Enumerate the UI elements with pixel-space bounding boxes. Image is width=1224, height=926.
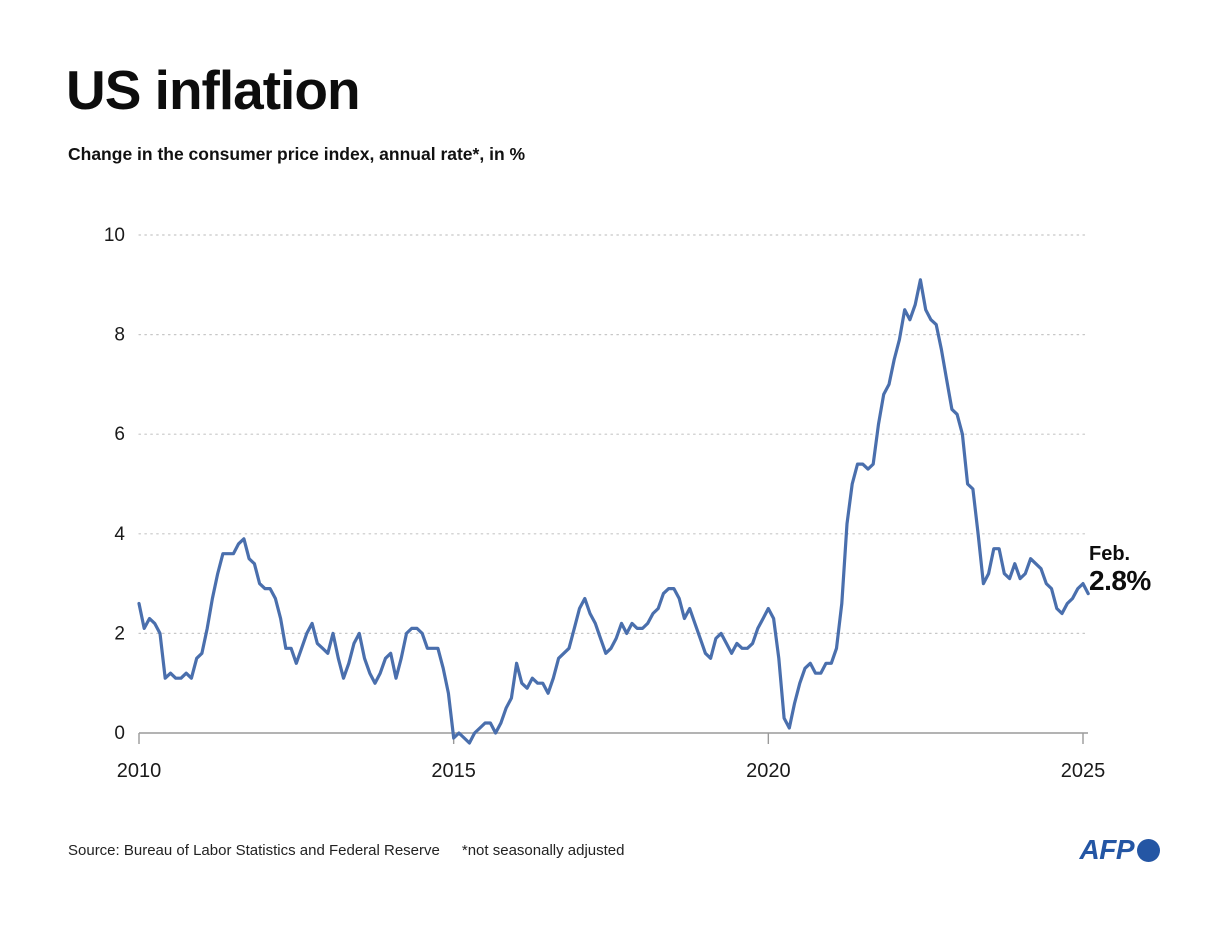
footnote-text: *not seasonally adjusted bbox=[461, 841, 625, 859]
cpi-line-series bbox=[137, 278, 1090, 745]
y-axis-tick-label: 0 bbox=[114, 723, 125, 744]
x-axis-tick-label: 2010 bbox=[117, 760, 162, 782]
y-axis-tick-label: 4 bbox=[114, 524, 125, 545]
annotation-period-label: Feb. bbox=[1089, 543, 1131, 565]
y-axis-tick-label: 2 bbox=[114, 623, 125, 644]
page-title: US inflation bbox=[66, 59, 361, 121]
x-axis-tick-label: 2025 bbox=[1061, 760, 1106, 782]
y-axis-tick-label: 10 bbox=[104, 225, 125, 246]
afp-logo-text: AFP bbox=[1079, 834, 1135, 865]
afp-logo-dot-icon bbox=[1137, 838, 1160, 862]
source-text: Source: Bureau of Labor Statistics and F… bbox=[68, 841, 440, 859]
chart-subtitle: Change in the consumer price index, annu… bbox=[68, 144, 526, 164]
source-line: Source: Bureau of Labor Statistics and F… bbox=[68, 842, 625, 859]
footer: Source: Bureau of Labor Statistics and F… bbox=[68, 836, 1160, 864]
afp-logo: AFP bbox=[1079, 834, 1160, 865]
y-axis-tick-label: 6 bbox=[114, 424, 125, 445]
x-axis-tick-label: 2015 bbox=[431, 760, 476, 782]
x-axis-tick-label: 2020 bbox=[746, 760, 791, 782]
annotation-value-label: 2.8% bbox=[1089, 565, 1151, 596]
latest-value-annotation: Feb. 2.8% bbox=[1089, 543, 1151, 597]
y-axis-tick-label: 8 bbox=[114, 325, 125, 346]
